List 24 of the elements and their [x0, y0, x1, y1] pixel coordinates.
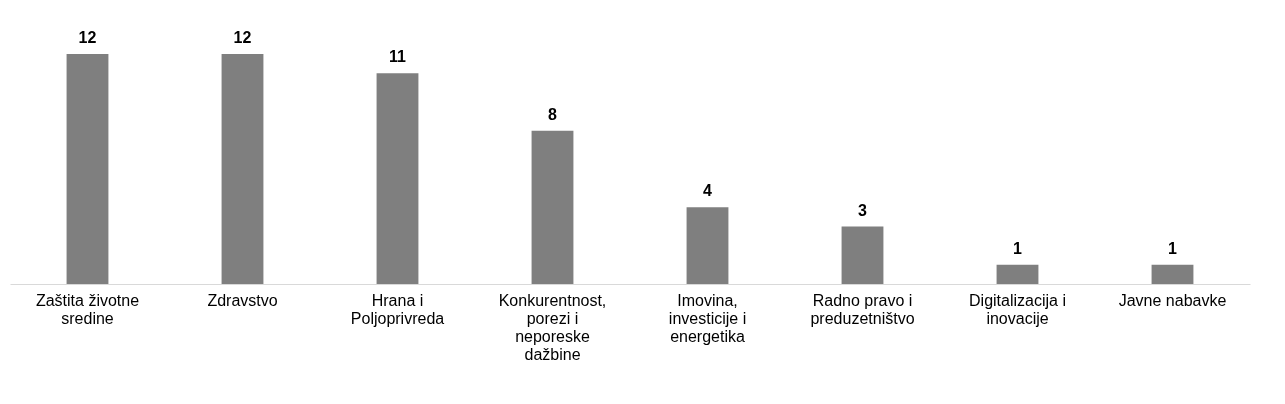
- data-label: 12: [78, 29, 97, 46]
- x-tick-label: Zdravstvo: [207, 291, 278, 309]
- data-label: 1: [1013, 239, 1023, 257]
- x-tick-label: Radno pravo i preduzetništvo: [810, 291, 915, 327]
- x-tick-label: Imovina, investicije i energetika: [668, 291, 747, 345]
- data-label: 3: [858, 201, 868, 219]
- x-tick-label: Konkurentnost, porezi i neporeske dažbine: [498, 291, 607, 363]
- bar: [221, 54, 264, 284]
- bar: [66, 54, 109, 284]
- bar: [376, 73, 419, 284]
- x-tick-label: Javne nabavke: [1118, 291, 1227, 309]
- data-label: 8: [548, 105, 558, 123]
- x-tick-label: Digitalizacija i inovacije: [969, 291, 1066, 327]
- data-label: 1: [1168, 239, 1178, 257]
- bar: [841, 226, 884, 284]
- bar: [531, 130, 574, 284]
- bar: [1151, 264, 1194, 284]
- x-tick-label: Hrana i Poljoprivreda: [350, 291, 445, 327]
- bar: [686, 207, 729, 284]
- data-label: 11: [389, 48, 407, 66]
- data-label: 4: [703, 182, 713, 200]
- x-tick-label: Zaštita životne sredine: [35, 291, 140, 327]
- bar: [996, 264, 1039, 284]
- data-label: 12: [233, 29, 252, 46]
